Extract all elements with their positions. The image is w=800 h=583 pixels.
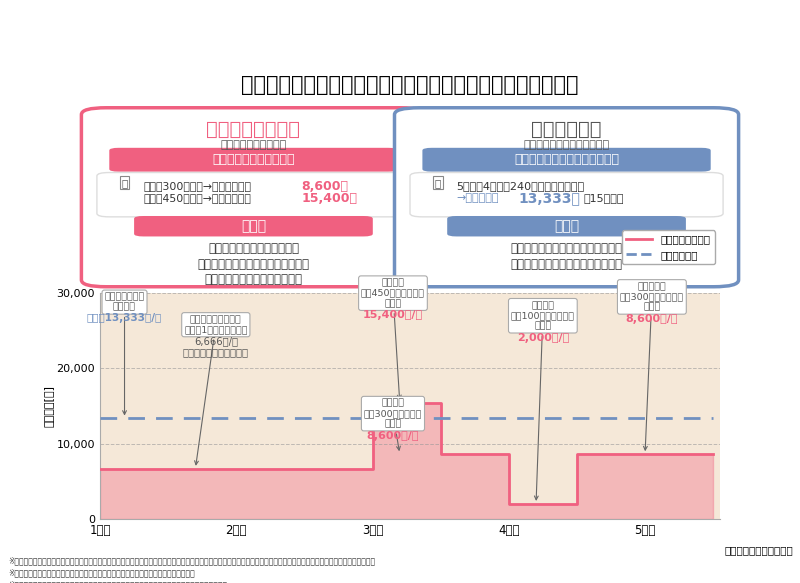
Text: 8,600円/月: 8,600円/月 bbox=[626, 314, 678, 324]
FancyBboxPatch shape bbox=[134, 216, 373, 237]
Text: 15,400円: 15,400円 bbox=[302, 192, 358, 205]
Text: 再就職して
年収300万円になった
次の年: 再就職して 年収300万円になった 次の年 bbox=[620, 282, 684, 450]
Text: 13,333円: 13,333円 bbox=[518, 191, 580, 205]
Text: 定額返還方式: 定額返還方式 bbox=[531, 121, 602, 139]
Text: 所得連動返還方式の
最初の1年目の返還月額: 所得連動返還方式の 最初の1年目の返還月額 bbox=[184, 315, 247, 465]
Text: ※第一種奨学金のみ返還方式を選択することができます。第二種奨学金は定額返還方式で固定されます。: ※第一種奨学金のみ返還方式を選択することができます。第二種奨学金は定額返還方式で… bbox=[8, 580, 227, 583]
Y-axis label: 返還月額[円]: 返還月額[円] bbox=[44, 385, 54, 427]
Text: 8,600円: 8,600円 bbox=[302, 180, 349, 192]
Text: （15年間）: （15年間） bbox=[583, 193, 624, 203]
Text: 失職して
年収100万円になった
次の年: 失職して 年収100万円になった 次の年 bbox=[511, 301, 575, 500]
Text: 所得に応じた月額で返還: 所得に応じた月額で返還 bbox=[212, 153, 294, 166]
FancyBboxPatch shape bbox=[394, 108, 738, 287]
Text: ※所得連動返還方式の返還月額は前年の収入（所得）により変動し、収入が少なければ返還期間が長くなり、多ければ短くなります。返還総額はどちらの返還方式も同じです。: ※所得連動返還方式の返還月額は前年の収入（所得）により変動し、収入が少なければ返… bbox=[8, 557, 375, 566]
Text: 返還完了まで返す月額が同じ: 返還完了まで返す月額が同じ bbox=[523, 141, 610, 150]
Text: 所得連動返還方式: 所得連動返還方式 bbox=[206, 121, 301, 139]
Text: ずっと13,333円/月: ずっと13,333円/月 bbox=[87, 313, 162, 324]
Text: 例: 例 bbox=[434, 178, 441, 188]
Text: 将来のリスクに備えられます。: 将来のリスクに備えられます。 bbox=[205, 273, 302, 286]
FancyBboxPatch shape bbox=[82, 108, 426, 287]
FancyBboxPatch shape bbox=[410, 173, 723, 217]
Text: 『モデルケース（大学のみ）』返還方式による返還例の比較: 『モデルケース（大学のみ）』返還方式による返還例の比較 bbox=[242, 75, 578, 95]
Legend: 所得連動返還方式, 定額返還方式: 所得連動返還方式, 定額返還方式 bbox=[622, 230, 714, 264]
Text: ※年収と返還月額は目安です。定額返還方式の返還月額は貸与総額に応じて決まります。: ※年収と返還月額は目安です。定額返還方式の返還月額は貸与総額に応じて決まります。 bbox=[8, 568, 194, 577]
Text: 5万円お4年間（240万円）借りた場合: 5万円お4年間（240万円）借りた場合 bbox=[457, 181, 585, 191]
Text: 返す月額を毎年見直し: 返す月額を毎年見直し bbox=[220, 141, 286, 150]
Text: 定額返還方式の
返還月額: 定額返還方式の 返還月額 bbox=[105, 293, 145, 415]
Text: 借りた総額に応じた月額で返還: 借りた総額に応じた月額で返還 bbox=[514, 153, 619, 166]
FancyBboxPatch shape bbox=[97, 173, 410, 217]
FancyBboxPatch shape bbox=[447, 216, 686, 237]
FancyBboxPatch shape bbox=[110, 148, 398, 171]
Text: 6,666円/月
（定額返還方式の半分）: 6,666円/月 （定額返還方式の半分） bbox=[183, 336, 249, 357]
Text: →月額：約: →月額：約 bbox=[457, 193, 499, 203]
Text: 所得があまり高くない時でも: 所得があまり高くない時でも bbox=[208, 243, 299, 255]
Text: 昇進して
年収450万円になった
次の年: 昇進して 年収450万円になった 次の年 bbox=[361, 278, 425, 399]
Text: 年収：300万円　→　月額：約: 年収：300万円 → 月額：約 bbox=[143, 181, 251, 191]
Text: 返還の計画がたてやすくなります。: 返還の計画がたてやすくなります。 bbox=[510, 258, 622, 271]
Text: 返還開始後の年数（例）: 返還開始後の年数（例） bbox=[724, 545, 793, 555]
Text: 年収：450万円　→　月額：約: 年収：450万円 → 月額：約 bbox=[143, 193, 251, 203]
Text: 15,400円/月: 15,400円/月 bbox=[363, 310, 423, 320]
Text: 最後まで同じ月額で返還するので、: 最後まで同じ月額で返還するので、 bbox=[510, 243, 622, 255]
Text: 2,000円/月: 2,000円/月 bbox=[517, 333, 569, 343]
Text: 例: 例 bbox=[122, 178, 128, 188]
Text: 8,600円/月: 8,600円/月 bbox=[366, 431, 419, 441]
Text: 就職して
年収300万円を得た
次の年: 就職して 年収300万円を得た 次の年 bbox=[364, 399, 422, 450]
Text: 特　長: 特 長 bbox=[241, 219, 266, 233]
FancyBboxPatch shape bbox=[422, 148, 710, 171]
Text: 無理のない月額で返還できるので、: 無理のない月額で返還できるので、 bbox=[198, 258, 310, 271]
Text: 特　長: 特 長 bbox=[554, 219, 579, 233]
